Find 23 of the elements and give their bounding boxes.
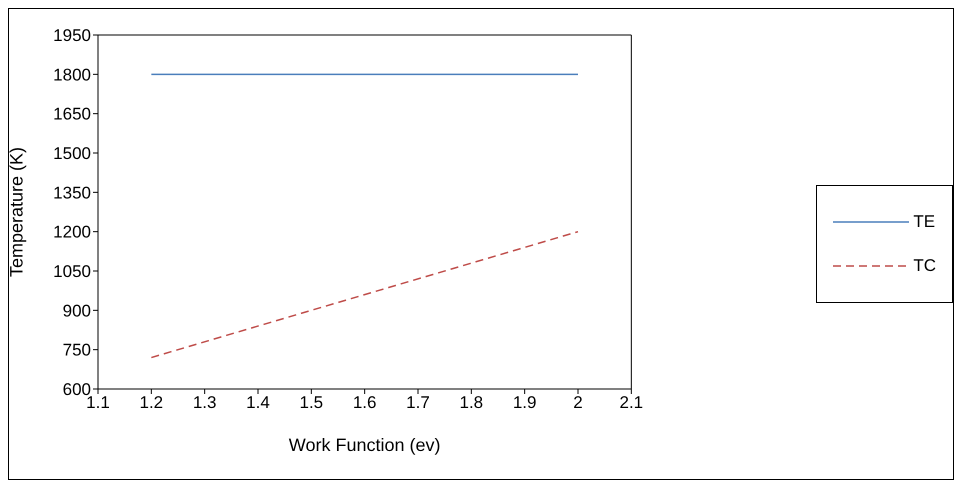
x-tick-label: 1.6 (352, 393, 376, 412)
x-tick-label: 1.4 (246, 393, 270, 412)
x-tick-label: 1.2 (140, 393, 164, 412)
y-tick-label: 900 (62, 301, 91, 320)
x-tick-label: 1.9 (512, 393, 536, 412)
legend-label: TC (913, 256, 936, 276)
x-tick-label: 1.5 (300, 393, 324, 412)
y-tick-label: 1200 (53, 222, 91, 242)
y-axis-title: Temperature (K) (6, 146, 26, 278)
y-tick-label: 1350 (53, 183, 91, 202)
x-tick-label: 2.1 (620, 393, 644, 412)
y-tick-label: 750 (62, 340, 91, 360)
y-tick-label: 1800 (53, 65, 91, 84)
x-axis-title: Work Function (ev) (288, 435, 441, 455)
legend-label: TE (913, 212, 936, 232)
x-tick-label: 1.3 (192, 393, 216, 412)
y-tick-label: 1950 (53, 26, 91, 46)
y-tick-label: 1050 (53, 262, 91, 282)
y-tick-label: 1650 (53, 104, 91, 124)
x-tick-label: 1.8 (460, 393, 484, 412)
x-tick-label: 1.7 (406, 393, 430, 412)
y-tick-label: 1500 (53, 144, 91, 164)
x-tick-label: 2 (573, 393, 583, 412)
